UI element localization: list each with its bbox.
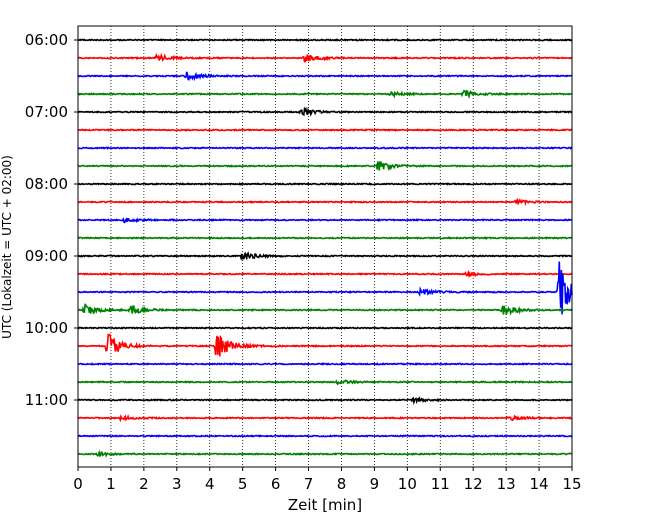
x-tick-label: 10 xyxy=(398,475,417,493)
trace-line xyxy=(77,395,573,406)
trace-line xyxy=(77,251,573,262)
x-tick-label: 6 xyxy=(271,475,281,493)
x-tick-label: 12 xyxy=(464,475,483,493)
x-tick-label: 7 xyxy=(304,475,314,493)
trace-line xyxy=(77,261,573,315)
trace-line xyxy=(77,89,573,99)
x-tick-label: 2 xyxy=(139,475,149,493)
trace-line xyxy=(77,333,573,357)
trace-line xyxy=(77,303,573,316)
trace-line xyxy=(77,269,573,279)
x-tick-label: 5 xyxy=(238,475,248,493)
trace-line xyxy=(77,379,573,386)
trace-line xyxy=(77,128,573,132)
x-tick-label: 4 xyxy=(205,475,215,493)
trace-line xyxy=(78,217,572,224)
y-axis-ticks: 06:00 07:00 08:00 09:00 10:00 11:00 xyxy=(25,31,78,409)
x-axis-label: Zeit [min] xyxy=(288,496,362,514)
trace-line xyxy=(77,161,573,172)
trace-line xyxy=(77,106,573,117)
x-tick-label: 1 xyxy=(106,475,116,493)
trace-line xyxy=(77,146,573,150)
trace-line xyxy=(77,362,573,366)
x-tick-label: 8 xyxy=(337,475,347,493)
y-tick-label: 07:00 xyxy=(25,103,68,121)
x-tick-label: 13 xyxy=(497,475,516,493)
trace-line xyxy=(77,449,573,458)
y-tick-label: 08:00 xyxy=(25,175,68,193)
trace-line xyxy=(77,434,573,438)
trace-line xyxy=(77,71,572,82)
trace-line xyxy=(78,52,573,63)
plot-frame xyxy=(77,25,573,468)
y-axis-label: UTC (Lokalzeit = UTC + 02:00) xyxy=(0,155,14,339)
trace-line xyxy=(77,236,573,240)
x-axis-ticks: 0 1 2 3 4 5 6 7 8 9 10 11 12 13 14 15 xyxy=(73,467,582,493)
y-tick-label: 10:00 xyxy=(25,319,68,337)
y-tick-label: 11:00 xyxy=(25,391,68,409)
x-tick-label: 15 xyxy=(562,475,581,493)
trace-line xyxy=(77,197,573,207)
y-tick-label: 09:00 xyxy=(25,247,68,265)
x-tick-label: 9 xyxy=(370,475,380,493)
trace-line xyxy=(77,413,573,423)
y-tick-label: 06:00 xyxy=(25,31,68,49)
x-tick-label: 14 xyxy=(530,475,549,493)
trace-line xyxy=(78,38,573,42)
x-tick-label: 3 xyxy=(172,475,182,493)
x-tick-label: 11 xyxy=(431,475,450,493)
x-tick-label: 0 xyxy=(73,475,83,493)
seismic-traces xyxy=(77,38,573,458)
trace-line xyxy=(77,326,573,330)
trace-line xyxy=(78,182,573,186)
